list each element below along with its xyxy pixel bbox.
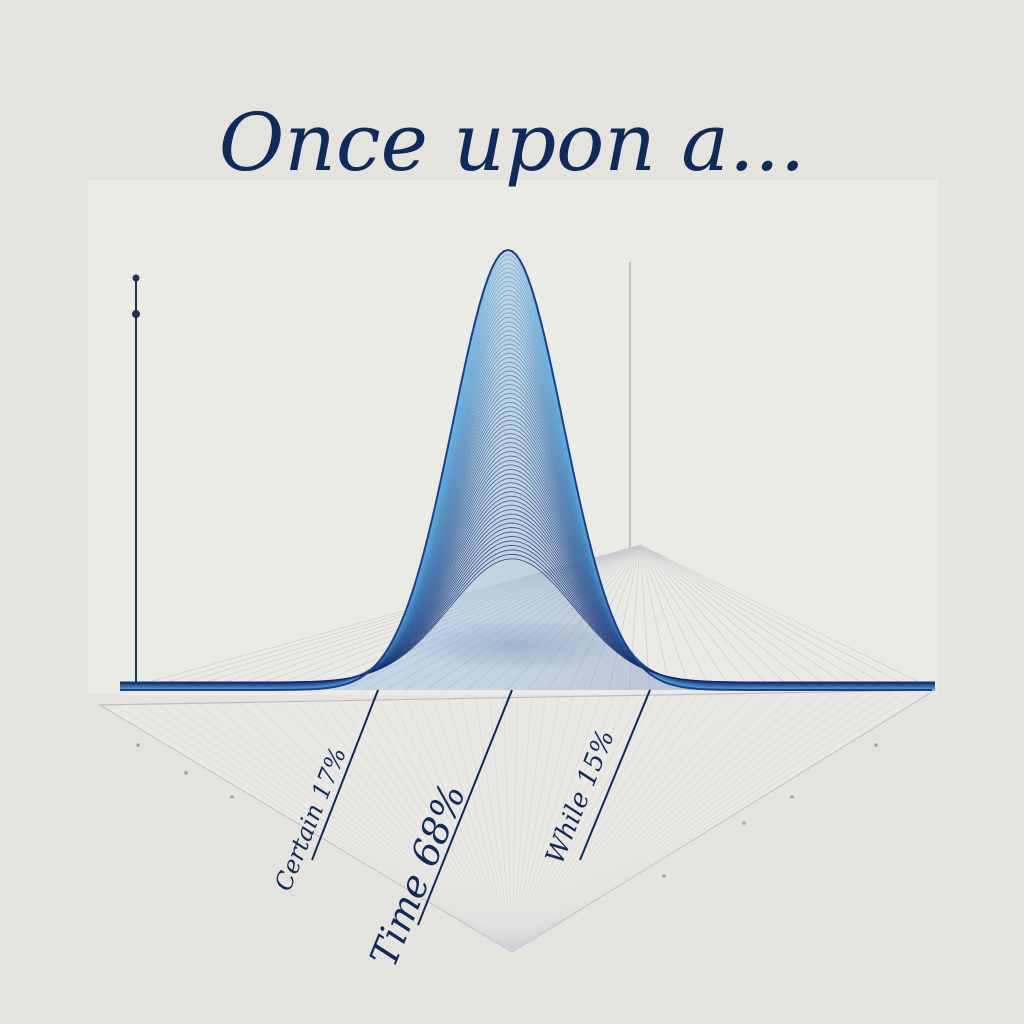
plane-grid-line xyxy=(511,692,810,953)
plane-grid-line xyxy=(489,697,513,953)
plane-grid-line xyxy=(511,695,616,953)
floor-grid-line xyxy=(639,544,691,691)
plane-grid-line xyxy=(127,704,513,953)
plane-grid-line xyxy=(511,693,713,953)
floor-grid-line xyxy=(639,544,793,691)
floor-grid-line xyxy=(639,544,915,691)
plane-grid-line xyxy=(113,704,513,953)
plane-grid-line xyxy=(511,696,560,953)
plane-grid-line xyxy=(511,692,769,953)
plane-grid-line xyxy=(447,698,513,953)
plane-edge-dot xyxy=(662,874,666,878)
plane-grid-line xyxy=(511,694,657,953)
axis-marker-top xyxy=(132,274,140,282)
plane-grid-line xyxy=(155,703,513,953)
plane-edge-dot xyxy=(230,795,234,799)
plane-grid-line xyxy=(183,703,513,953)
plane-grid-line xyxy=(511,693,741,953)
bell-outline xyxy=(120,248,932,691)
plane-grid-line xyxy=(252,702,513,953)
plane-grid-line xyxy=(169,703,513,953)
plane-grid-line xyxy=(461,698,513,953)
plane-grid-line xyxy=(197,703,513,953)
plane-grid-line xyxy=(511,697,518,953)
plane-grid-line xyxy=(511,690,880,953)
bell-body xyxy=(120,250,935,690)
plane-grid-line xyxy=(405,699,513,953)
plane-grid-line xyxy=(511,691,824,953)
plane-edge-dot xyxy=(136,743,140,747)
plane-polygon xyxy=(97,689,938,953)
plane-grid-line xyxy=(511,691,852,953)
plane-grid-line xyxy=(511,694,671,953)
plane-edge-dot xyxy=(184,771,188,775)
floor-grid-line xyxy=(639,544,651,691)
plane-grid-line xyxy=(511,695,643,953)
plane-grid-line xyxy=(511,692,797,953)
category-divider xyxy=(579,689,651,861)
plane-grid-line xyxy=(99,704,513,953)
plane-grid-line xyxy=(511,690,894,953)
plane-grid-line xyxy=(378,699,513,953)
category-divider xyxy=(311,689,379,861)
plane-grid-line xyxy=(336,700,513,953)
floor-grid-line xyxy=(639,544,936,691)
plane-grid-line xyxy=(266,701,513,953)
plane-grid-line xyxy=(511,693,755,953)
floor-grid-line xyxy=(639,544,895,691)
plane-grid-line xyxy=(141,704,513,953)
floor-grid-line xyxy=(639,544,875,691)
plane-grid-line xyxy=(511,691,866,953)
plane-grid-line xyxy=(308,701,513,953)
plane-grid-line xyxy=(511,690,922,953)
plane-grid-line xyxy=(322,700,513,953)
plane-grid-line xyxy=(511,689,936,953)
plane-grid-line xyxy=(511,693,727,953)
floor-grid-line xyxy=(639,544,834,691)
plane-grid-line xyxy=(350,700,513,953)
plane-grid-line xyxy=(511,690,908,953)
plane-grid-line xyxy=(294,701,513,953)
plane-grid-line xyxy=(511,692,783,953)
plane-edge-dot xyxy=(790,795,794,799)
label-plane xyxy=(97,689,938,953)
plane-grid-line xyxy=(511,696,546,953)
category-divider xyxy=(417,689,513,926)
vertical-axis xyxy=(132,274,140,688)
plane-grid-line xyxy=(364,700,513,953)
chart-title: Once upon a... xyxy=(219,96,806,189)
plane-grid-line xyxy=(211,702,513,953)
plane-grid-line xyxy=(511,691,838,953)
floor-grid-line xyxy=(639,544,813,691)
plane-grid-line xyxy=(238,702,513,953)
plane-grid-line xyxy=(511,696,574,953)
bell-contour-line xyxy=(120,558,935,683)
plane-grid-line xyxy=(511,696,588,953)
plane-grid-line xyxy=(392,699,513,953)
plane-edge-dot xyxy=(742,821,746,825)
floor-grid-line xyxy=(639,544,671,691)
plane-grid-line xyxy=(511,695,630,953)
plane-grid-line xyxy=(225,702,513,953)
axis-marker-mid xyxy=(132,310,140,318)
floor-grid-line xyxy=(639,544,773,691)
floor-grid-line xyxy=(639,544,854,691)
floor-grid-line xyxy=(639,544,752,691)
plane-grid-line xyxy=(511,695,602,953)
plane-grid-line xyxy=(475,698,513,953)
plane-grid-line xyxy=(511,694,685,953)
plane-grid-line xyxy=(503,697,513,953)
plane-grid-line xyxy=(419,699,513,953)
plane-grid-line xyxy=(511,697,532,953)
bell-surface xyxy=(120,248,935,691)
floor-grid-line xyxy=(639,544,732,691)
floor-grid-line xyxy=(639,544,712,691)
plane-grid-line xyxy=(511,694,699,953)
plane-grid-line xyxy=(433,698,513,953)
plane-edge-dot xyxy=(874,743,878,747)
plane-grid-line xyxy=(280,701,513,953)
